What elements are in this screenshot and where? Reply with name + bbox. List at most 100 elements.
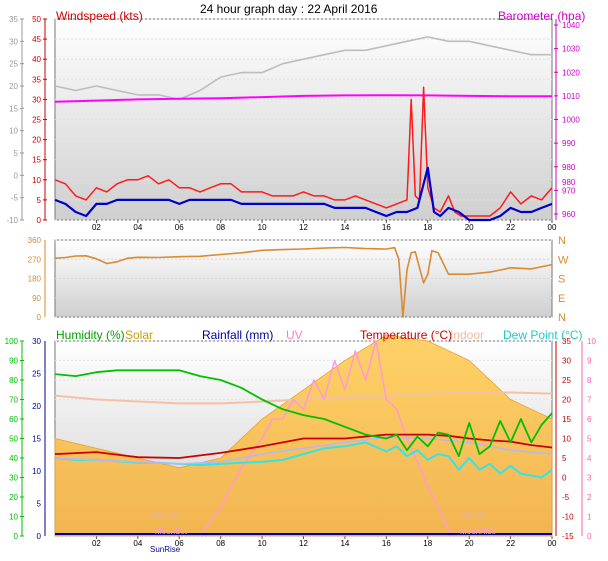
outer-left-tick: -5 <box>11 194 19 203</box>
right-tick: 1020 <box>562 68 580 77</box>
x-tick-label: 08 <box>216 223 225 232</box>
temp-tick: 15 <box>562 415 571 424</box>
rain-tick: 0 <box>37 532 42 541</box>
humidity-tick: 0 <box>14 532 19 541</box>
x-tick-label: 02 <box>92 539 101 548</box>
right-tick: 980 <box>562 163 576 172</box>
legend-humidity: Humidity (%) <box>56 328 125 342</box>
rain-tick: 20 <box>32 402 41 411</box>
legend-indoor: Indoor <box>450 328 485 342</box>
lilac-line <box>54 436 553 465</box>
x-tick-label: 18 <box>423 223 432 232</box>
humidity-tick: 20 <box>9 493 18 502</box>
barometer-line <box>54 94 552 103</box>
inner-left-tick: 0 <box>37 216 42 225</box>
chart-title: 24 hour graph day : 22 April 2016 <box>200 2 378 16</box>
inner-left-tick: 35 <box>32 75 41 84</box>
inner-left-tick: 50 <box>32 15 41 24</box>
wind-average-line <box>54 166 553 222</box>
direction-tick: 0 <box>37 313 42 322</box>
x-tick-label: 12 <box>299 223 308 232</box>
inner-left-tick: 25 <box>32 116 41 125</box>
direction-tick: 180 <box>28 275 42 284</box>
x-tick-label: 00 <box>548 223 557 232</box>
right-tick: 1010 <box>562 92 580 101</box>
direction-tick: 90 <box>32 294 41 303</box>
temp-tick: 0 <box>562 474 567 483</box>
rain-tick: 15 <box>32 435 41 444</box>
outer-left-tick: 25 <box>9 60 18 69</box>
temp-tick: 10 <box>562 435 571 444</box>
uv-tick: 5 <box>587 435 592 444</box>
x-tick-label: 02 <box>92 223 101 232</box>
temp-tick: -10 <box>562 513 574 522</box>
inner-left-tick: 40 <box>32 55 41 64</box>
uv-tick: 1 <box>587 513 592 522</box>
outer-left-tick: 35 <box>9 15 18 24</box>
outer-left-tick: -10 <box>6 216 18 225</box>
right-tick: 1040 <box>562 21 580 30</box>
compass-label: N <box>558 312 566 324</box>
outer-left-tick: 0 <box>14 171 19 180</box>
uv-tick: 4 <box>587 454 592 463</box>
right-tick: 980 <box>562 178 576 187</box>
rain-tick: 5 <box>37 500 42 509</box>
inner-left-tick: 30 <box>32 95 41 104</box>
temp-tick: 20 <box>562 396 571 405</box>
humidity-line <box>54 369 553 458</box>
chart-marks <box>54 36 553 537</box>
outer-left-tick: 5 <box>14 149 19 158</box>
temp-tick: 35 <box>562 337 571 346</box>
outer-left-tick: 20 <box>9 82 18 91</box>
uv-tick: 10 <box>587 337 596 346</box>
temperature-line <box>54 433 553 459</box>
right-tick: 990 <box>562 139 576 148</box>
right-tick: 1000 <box>562 116 580 125</box>
windspeed-axis-label: Windspeed (kts) <box>56 9 143 23</box>
rain-tick: 10 <box>32 467 41 476</box>
x-tick-label: 08 <box>216 539 225 548</box>
legend-rainfall: Rainfall (mm) <box>202 328 274 342</box>
humidity-tick: 80 <box>9 376 18 385</box>
right-tick: 960 <box>562 210 576 219</box>
outer-left-tick: 10 <box>9 127 18 136</box>
uv-tick: 6 <box>587 415 592 424</box>
compass-label: E <box>558 293 565 305</box>
legend-dewpoint: Dew Point (°C) <box>503 328 583 342</box>
inner-left-tick: 15 <box>32 156 41 165</box>
rain-tick: 30 <box>32 337 41 346</box>
compass-label: S <box>558 274 565 286</box>
inner-left-tick: 10 <box>32 176 41 185</box>
humidity-tick: 50 <box>9 435 18 444</box>
uv-tick: 9 <box>587 357 592 366</box>
legend-temperature: Temperature (°C) <box>360 328 453 342</box>
humidity-tick: 70 <box>9 396 18 405</box>
x-tick-label: 10 <box>258 223 267 232</box>
rain-tick: 25 <box>32 370 41 379</box>
uv-line <box>199 340 460 537</box>
x-tick-label: 18 <box>423 539 432 548</box>
temp-tick: 25 <box>562 376 571 385</box>
x-tick-label: 20 <box>465 539 474 548</box>
moonrise-label: MoonRise <box>460 527 497 536</box>
right-tick: 970 <box>562 186 576 195</box>
x-tick-label: 10 <box>258 539 267 548</box>
x-tick-label: 20 <box>465 223 474 232</box>
humidity-tick: 100 <box>5 337 19 346</box>
humidity-tick: 90 <box>9 357 18 366</box>
legend-solar: Solar <box>125 328 154 342</box>
x-tick-label: 04 <box>133 539 142 548</box>
inner-left-tick: 20 <box>32 136 41 145</box>
direction-tick: 360 <box>28 236 42 245</box>
temp-tick: -15 <box>562 532 574 541</box>
moonset-label: MoonSet <box>155 527 188 536</box>
compass-label: N <box>558 235 566 247</box>
x-tick-label: 04 <box>133 223 142 232</box>
inner-left-tick: 45 <box>32 35 41 44</box>
temp-tick: -5 <box>562 493 570 502</box>
uv-tick: 2 <box>587 493 592 502</box>
humidity-tick: 40 <box>9 454 18 463</box>
humidity-tick: 30 <box>9 474 18 483</box>
outer-left-tick: 15 <box>9 104 18 113</box>
